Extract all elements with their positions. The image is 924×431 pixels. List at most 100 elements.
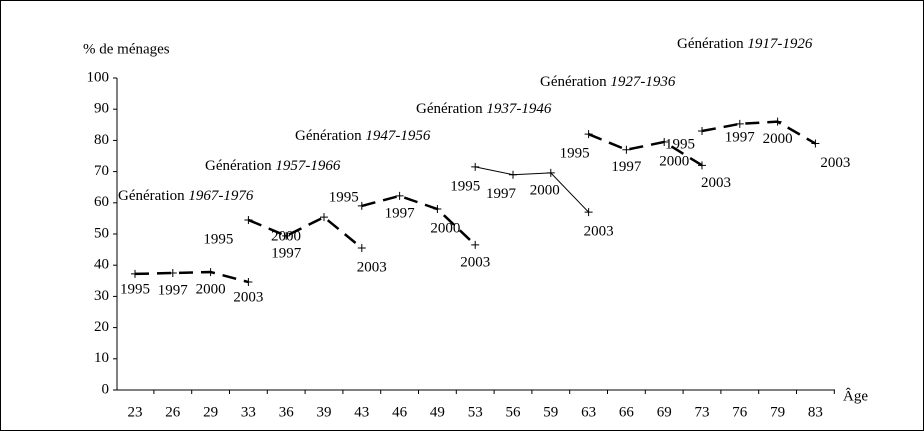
point-label: 1995 <box>665 136 695 152</box>
y-tick-label: 10 <box>94 350 109 366</box>
point-marker <box>320 213 328 222</box>
y-tick-label: 20 <box>94 319 109 335</box>
y-tick-label: 30 <box>94 288 109 304</box>
series-label-prefix: Génération <box>677 36 744 52</box>
series-label-name: 1937-1946 <box>486 101 551 117</box>
series-label-prefix: Génération <box>118 188 185 204</box>
point-marker <box>244 278 253 287</box>
series-label: Génération 1957-1966 <box>205 158 341 174</box>
point-label: 1997 <box>486 186 517 202</box>
x-tick-label: 23 <box>128 404 143 420</box>
point-marker <box>206 268 215 277</box>
x-tick-label: 79 <box>770 404 785 420</box>
x-tick-label: 26 <box>165 404 181 420</box>
point-marker <box>357 244 366 253</box>
series-label-prefix: Génération <box>295 128 362 144</box>
series-line <box>475 166 589 213</box>
point-label: 1997 <box>271 245 302 261</box>
point-marker <box>357 201 366 210</box>
point-label: 1995 <box>450 178 480 194</box>
x-tick-label: 63 <box>581 404 596 420</box>
series-label-name: 1927-1936 <box>610 74 675 90</box>
point-label: 2000 <box>196 282 226 298</box>
point-label: 2000 <box>430 220 460 236</box>
series-line <box>134 270 249 284</box>
point-marker <box>584 208 593 217</box>
x-tick-label: 83 <box>808 404 823 420</box>
point-marker <box>471 240 480 249</box>
point-marker <box>433 205 442 214</box>
point-marker <box>735 119 744 128</box>
y-tick-label: 100 <box>87 69 110 85</box>
point-label: 2000 <box>763 131 793 147</box>
x-tick-label: 33 <box>241 404 256 420</box>
y-tick-label: 90 <box>94 101 109 117</box>
point-label: 1997 <box>611 159 642 175</box>
series-label: Génération 1967-1976 <box>118 188 254 204</box>
y-tick-label: 50 <box>94 225 109 241</box>
point-marker <box>395 191 404 200</box>
x-tick-label: 46 <box>392 404 408 420</box>
point-marker <box>698 161 706 170</box>
x-tick-label: 36 <box>279 404 295 420</box>
series-label-name: 1917-1926 <box>747 36 812 52</box>
series-line <box>701 120 817 145</box>
point-label: 2000 <box>530 182 560 198</box>
series-label: Génération 1917-1926 <box>677 36 813 52</box>
x-tick-label: 73 <box>695 404 710 420</box>
series-line <box>247 215 363 250</box>
x-tick-label: 59 <box>543 404 558 420</box>
series-line <box>588 133 703 167</box>
y-tick-label: 80 <box>94 132 109 148</box>
point-label: 2003 <box>357 259 387 275</box>
y-tick-label: 40 <box>94 257 109 273</box>
x-tick-label: 39 <box>317 404 332 420</box>
point-marker <box>168 269 177 277</box>
point-label: 1997 <box>725 129 756 145</box>
point-label: 1995 <box>329 189 359 205</box>
series-label-name: 1957-1966 <box>275 158 340 174</box>
point-label: 2003 <box>584 224 614 240</box>
point-label: 1995 <box>560 146 590 162</box>
point-marker <box>244 215 253 224</box>
point-label: 1997 <box>385 205 416 221</box>
x-tick-label: 29 <box>203 404 218 420</box>
x-tick-label: 49 <box>430 404 445 420</box>
point-label: 2003 <box>460 254 490 270</box>
y-axis-label: % de ménages <box>83 41 170 57</box>
point-marker <box>546 168 555 177</box>
point-marker <box>773 117 782 126</box>
x-tick-label: 56 <box>506 404 522 420</box>
point-marker <box>622 145 631 154</box>
x-tick-label: 43 <box>354 404 369 420</box>
x-tick-label: 69 <box>657 404 672 420</box>
point-marker <box>282 231 291 240</box>
point-marker <box>811 139 820 148</box>
point-label: 2000 <box>271 229 301 245</box>
x-tick-label: 53 <box>468 404 483 420</box>
point-label: 1995 <box>203 231 233 247</box>
point-marker <box>509 170 517 179</box>
point-label: 1997 <box>158 282 189 298</box>
point-label: 2003 <box>233 289 263 305</box>
series-label-prefix: Génération <box>540 74 607 90</box>
point-label: 2000 <box>659 153 689 169</box>
point-marker <box>131 269 139 278</box>
point-marker <box>698 127 706 136</box>
series-label-prefix: Génération <box>416 101 483 117</box>
x-tick-label: 66 <box>619 404 635 420</box>
series-label: Génération 1947-1956 <box>295 128 431 144</box>
y-tick-label: 70 <box>94 163 109 179</box>
point-marker <box>660 137 669 146</box>
series-label-name: 1947-1956 <box>365 128 430 144</box>
point-marker <box>471 162 480 171</box>
series-label: Génération 1927-1936 <box>540 74 676 90</box>
y-tick-label: 60 <box>94 194 109 210</box>
point-label: 1995 <box>120 281 150 297</box>
series-label: Génération 1937-1946 <box>416 101 552 117</box>
x-axis-label: Âge <box>843 387 868 404</box>
point-label: 2003 <box>820 155 850 171</box>
series-label-prefix: Génération <box>205 158 272 174</box>
